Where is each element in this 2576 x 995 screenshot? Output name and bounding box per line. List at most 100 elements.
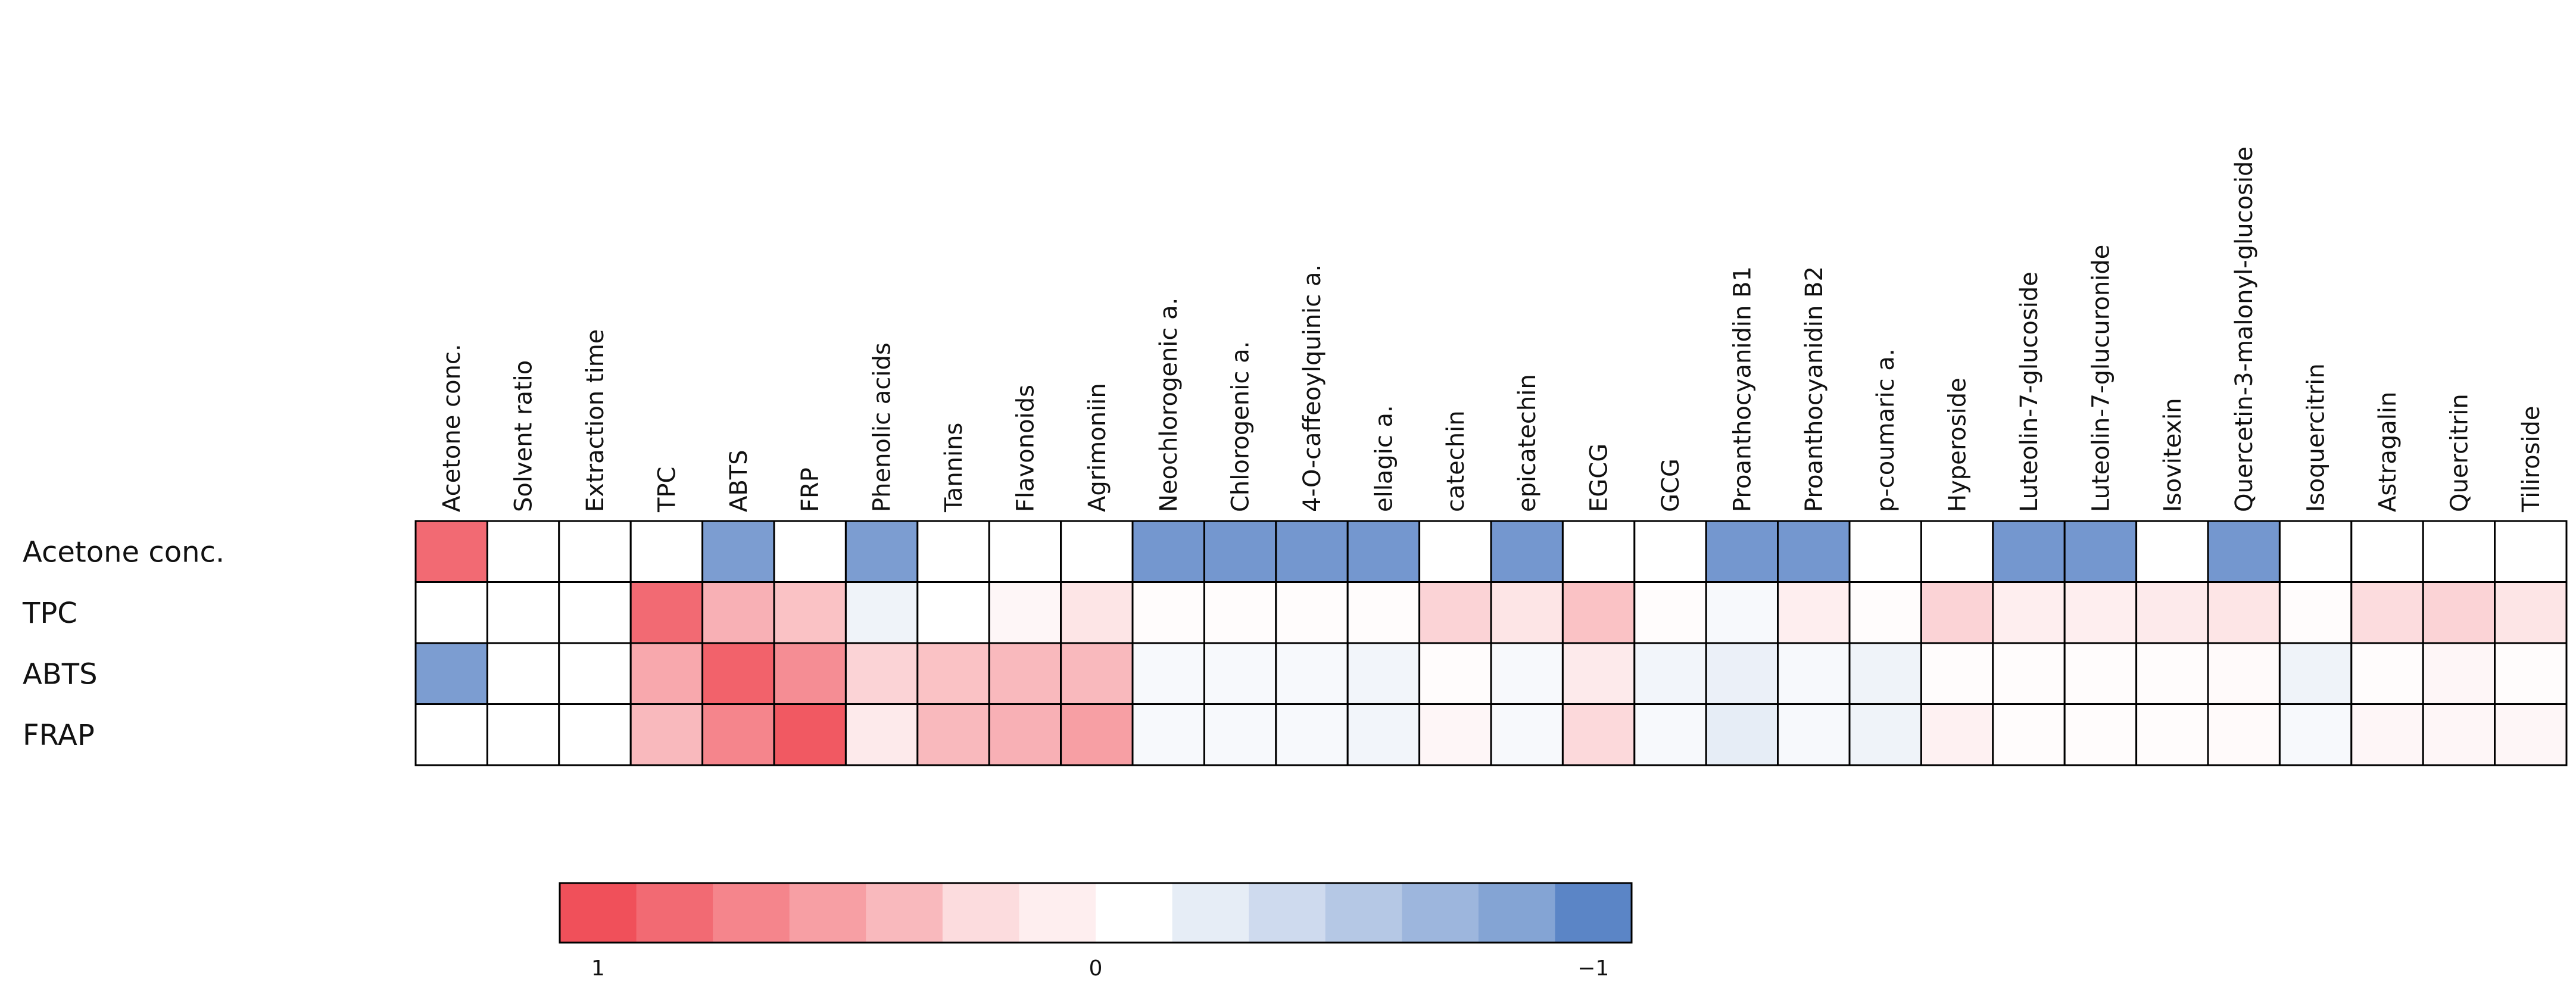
heatmap-cell-tpc-abts — [701, 581, 775, 644]
column-label-luteolin-7-glucoside: Luteolin-7-glucoside — [2016, 272, 2043, 512]
scale-swatch-7 — [1096, 883, 1173, 943]
scale-tick-label-0: 0 — [1089, 956, 1103, 981]
heatmap-cell-acetone-conc-p-coumaric-a — [1848, 520, 1922, 583]
row-label-abts: ABTS — [23, 657, 98, 691]
column-label-quercitrin: Quercitrin — [2446, 394, 2473, 512]
heatmap-cell-tpc-catechin — [1418, 581, 1492, 644]
heatmap-cell-frap-isovitexin — [2135, 703, 2209, 766]
heatmap-cell-frap-quercetin-3-malonyl-glucoside — [2207, 703, 2281, 766]
column-label-proanthocyanidin-b2: Proanthocyanidin B2 — [1801, 266, 1828, 512]
heatmap-cell-acetone-conc-phenolic-acids — [844, 520, 919, 583]
heatmap-cell-abts-quercitrin — [2422, 642, 2496, 705]
heatmap-cell-abts-tpc — [629, 642, 704, 705]
scale-swatch-4 — [866, 883, 943, 943]
heatmap-cell-acetone-conc-extraction-time — [558, 520, 632, 583]
heatmap-cell-tpc-astragalin — [2350, 581, 2424, 644]
heatmap-cell-frap-catechin — [1418, 703, 1492, 766]
column-label-luteolin-7-glucuronide: Luteolin-7-glucuronide — [2087, 245, 2115, 512]
scale-swatch-2 — [713, 883, 790, 943]
heatmap-cell-tpc-p-coumaric-a — [1848, 581, 1922, 644]
heatmap-cell-frap-flavonoids — [988, 703, 1062, 766]
heatmap-cell-tpc-4-o-caffeoylquinic-a — [1275, 581, 1349, 644]
column-label-catechin: catechin — [1442, 410, 1470, 512]
scale-border — [559, 882, 1633, 944]
row-label-frap: FRAP — [23, 719, 95, 752]
row-label-tpc: TPC — [22, 597, 77, 630]
color-scale-legend: 1 0 −1 — [559, 882, 1633, 981]
heatmap-cell-abts-gcg — [1633, 642, 1707, 705]
heatmap-cell-acetone-conc-epicatechin — [1490, 520, 1564, 583]
scale-swatch-13 — [1555, 883, 1632, 943]
row-label-acetone-conc: Acetone conc. — [23, 535, 224, 569]
heatmap-cell-abts-chlorogenic-a — [1203, 642, 1277, 705]
heatmap-cell-abts-luteolin-7-glucuronide — [2063, 642, 2138, 705]
heatmap-cell-tpc-chlorogenic-a — [1203, 581, 1277, 644]
heatmap-cell-frap-p-coumaric-a — [1848, 703, 1922, 766]
scale-swatch-3 — [789, 883, 866, 943]
heatmap-cell-abts-extraction-time — [558, 642, 632, 705]
column-label-isovitexin: Isovitexin — [2159, 398, 2187, 512]
heatmap-cell-abts-4-o-caffeoylquinic-a — [1275, 642, 1349, 705]
heatmap-cell-tpc-gcg — [1633, 581, 1707, 644]
column-labels: Acetone conc. Solvent ratio Extraction tim… — [438, 146, 2545, 513]
scale-swatch-0 — [560, 883, 637, 943]
heatmap-cell-acetone-conc-quercitrin — [2422, 520, 2496, 583]
column-label-tiliroside: Tiliroside — [2518, 406, 2545, 513]
heatmap-cell-acetone-conc-chlorogenic-a — [1203, 520, 1277, 583]
heatmap-cell-tpc-phenolic-acids — [844, 581, 919, 644]
heatmap-cell-frap-tpc — [629, 703, 704, 766]
scale-swatch-11 — [1402, 883, 1479, 943]
heatmap-cell-tpc-hyperoside — [1920, 581, 1994, 644]
heatmap-cell-tpc-tannins — [916, 581, 990, 644]
heatmap-cell-frap-tannins — [916, 703, 990, 766]
heatmap-cell-tpc-extraction-time — [558, 581, 632, 644]
column-label-phenolic-acids: Phenolic acids — [869, 342, 896, 512]
heatmap-cell-acetone-conc-ellagic-a — [1346, 520, 1421, 583]
heatmap-cell-frap-acetone-conc — [414, 703, 488, 766]
heatmap-cell-abts-isovitexin — [2135, 642, 2209, 705]
heatmap-cell-abts-quercetin-3-malonyl-glucoside — [2207, 642, 2281, 705]
column-label-ellagic-a: ellagic a. — [1370, 405, 1398, 512]
heatmap-cell-frap-ellagic-a — [1346, 703, 1421, 766]
column-label-flavonoids: Flavonoids — [1012, 385, 1039, 512]
heatmap-cell-tpc-quercetin-3-malonyl-glucoside — [2207, 581, 2281, 644]
heatmap-cell-tpc-flavonoids — [988, 581, 1062, 644]
heatmap-cell-tpc-luteolin-7-glucuronide — [2063, 581, 2138, 644]
heatmap-cell-acetone-conc-acetone-conc — [414, 520, 488, 583]
scale-tick-label-neg-1: −1 — [1577, 956, 1609, 981]
scale-swatch-9 — [1249, 883, 1326, 943]
heatmap-cell-abts-neochlorogenic-a — [1131, 642, 1205, 705]
heatmap-cell-tpc-tiliroside — [2494, 581, 2568, 644]
heatmap-cell-abts-frp — [773, 642, 847, 705]
heatmap-cell-frap-luteolin-7-glucuronide — [2063, 703, 2138, 766]
heatmap-cell-abts-proanthocyanidin-b2 — [1777, 642, 1851, 705]
heatmap-cell-tpc-tpc — [629, 581, 704, 644]
heatmap-cell-frap-4-o-caffeoylquinic-a — [1275, 703, 1349, 766]
heatmap-cell-frap-solvent-ratio — [486, 703, 560, 766]
heatmap-cell-abts-hyperoside — [1920, 642, 1994, 705]
heatmap-cell-frap-neochlorogenic-a — [1131, 703, 1205, 766]
heatmap-cell-abts-tiliroside — [2494, 642, 2568, 705]
column-label-astragalin: Astragalin — [2374, 392, 2402, 512]
heatmap-cell-abts-abts — [701, 642, 775, 705]
column-label-4-o-caffeoylquinic-a: 4-O-caffeoylquinic a. — [1299, 264, 1326, 512]
heatmap-cell-tpc-luteolin-7-glucoside — [1992, 581, 2066, 644]
heatmap-cell-frap-epicatechin — [1490, 703, 1564, 766]
heatmap-cell-abts-flavonoids — [988, 642, 1062, 705]
heatmap-cell-acetone-conc-hyperoside — [1920, 520, 1994, 583]
heatmap-cell-abts-ellagic-a — [1346, 642, 1421, 705]
heatmap-cell-abts-agrimoniin — [1060, 642, 1134, 705]
heatmap-cell-frap-quercitrin — [2422, 703, 2496, 766]
heatmap-cell-tpc-acetone-conc — [414, 581, 488, 644]
heatmap-cell-tpc-frp — [773, 581, 847, 644]
heatmap-cell-frap-astragalin — [2350, 703, 2424, 766]
heatmap-cell-abts-astragalin — [2350, 642, 2424, 705]
heatmap-cell-abts-acetone-conc — [414, 642, 488, 705]
heatmap-cell-tpc-solvent-ratio — [486, 581, 560, 644]
column-label-tpc: TPC — [653, 467, 681, 513]
heatmap-cell-abts-catechin — [1418, 642, 1492, 705]
heatmap-cell-tpc-egcg — [1561, 581, 1636, 644]
heatmap-cell-frap-hyperoside — [1920, 703, 1994, 766]
heatmap-cell-abts-proanthocyanidin-b1 — [1705, 642, 1779, 705]
